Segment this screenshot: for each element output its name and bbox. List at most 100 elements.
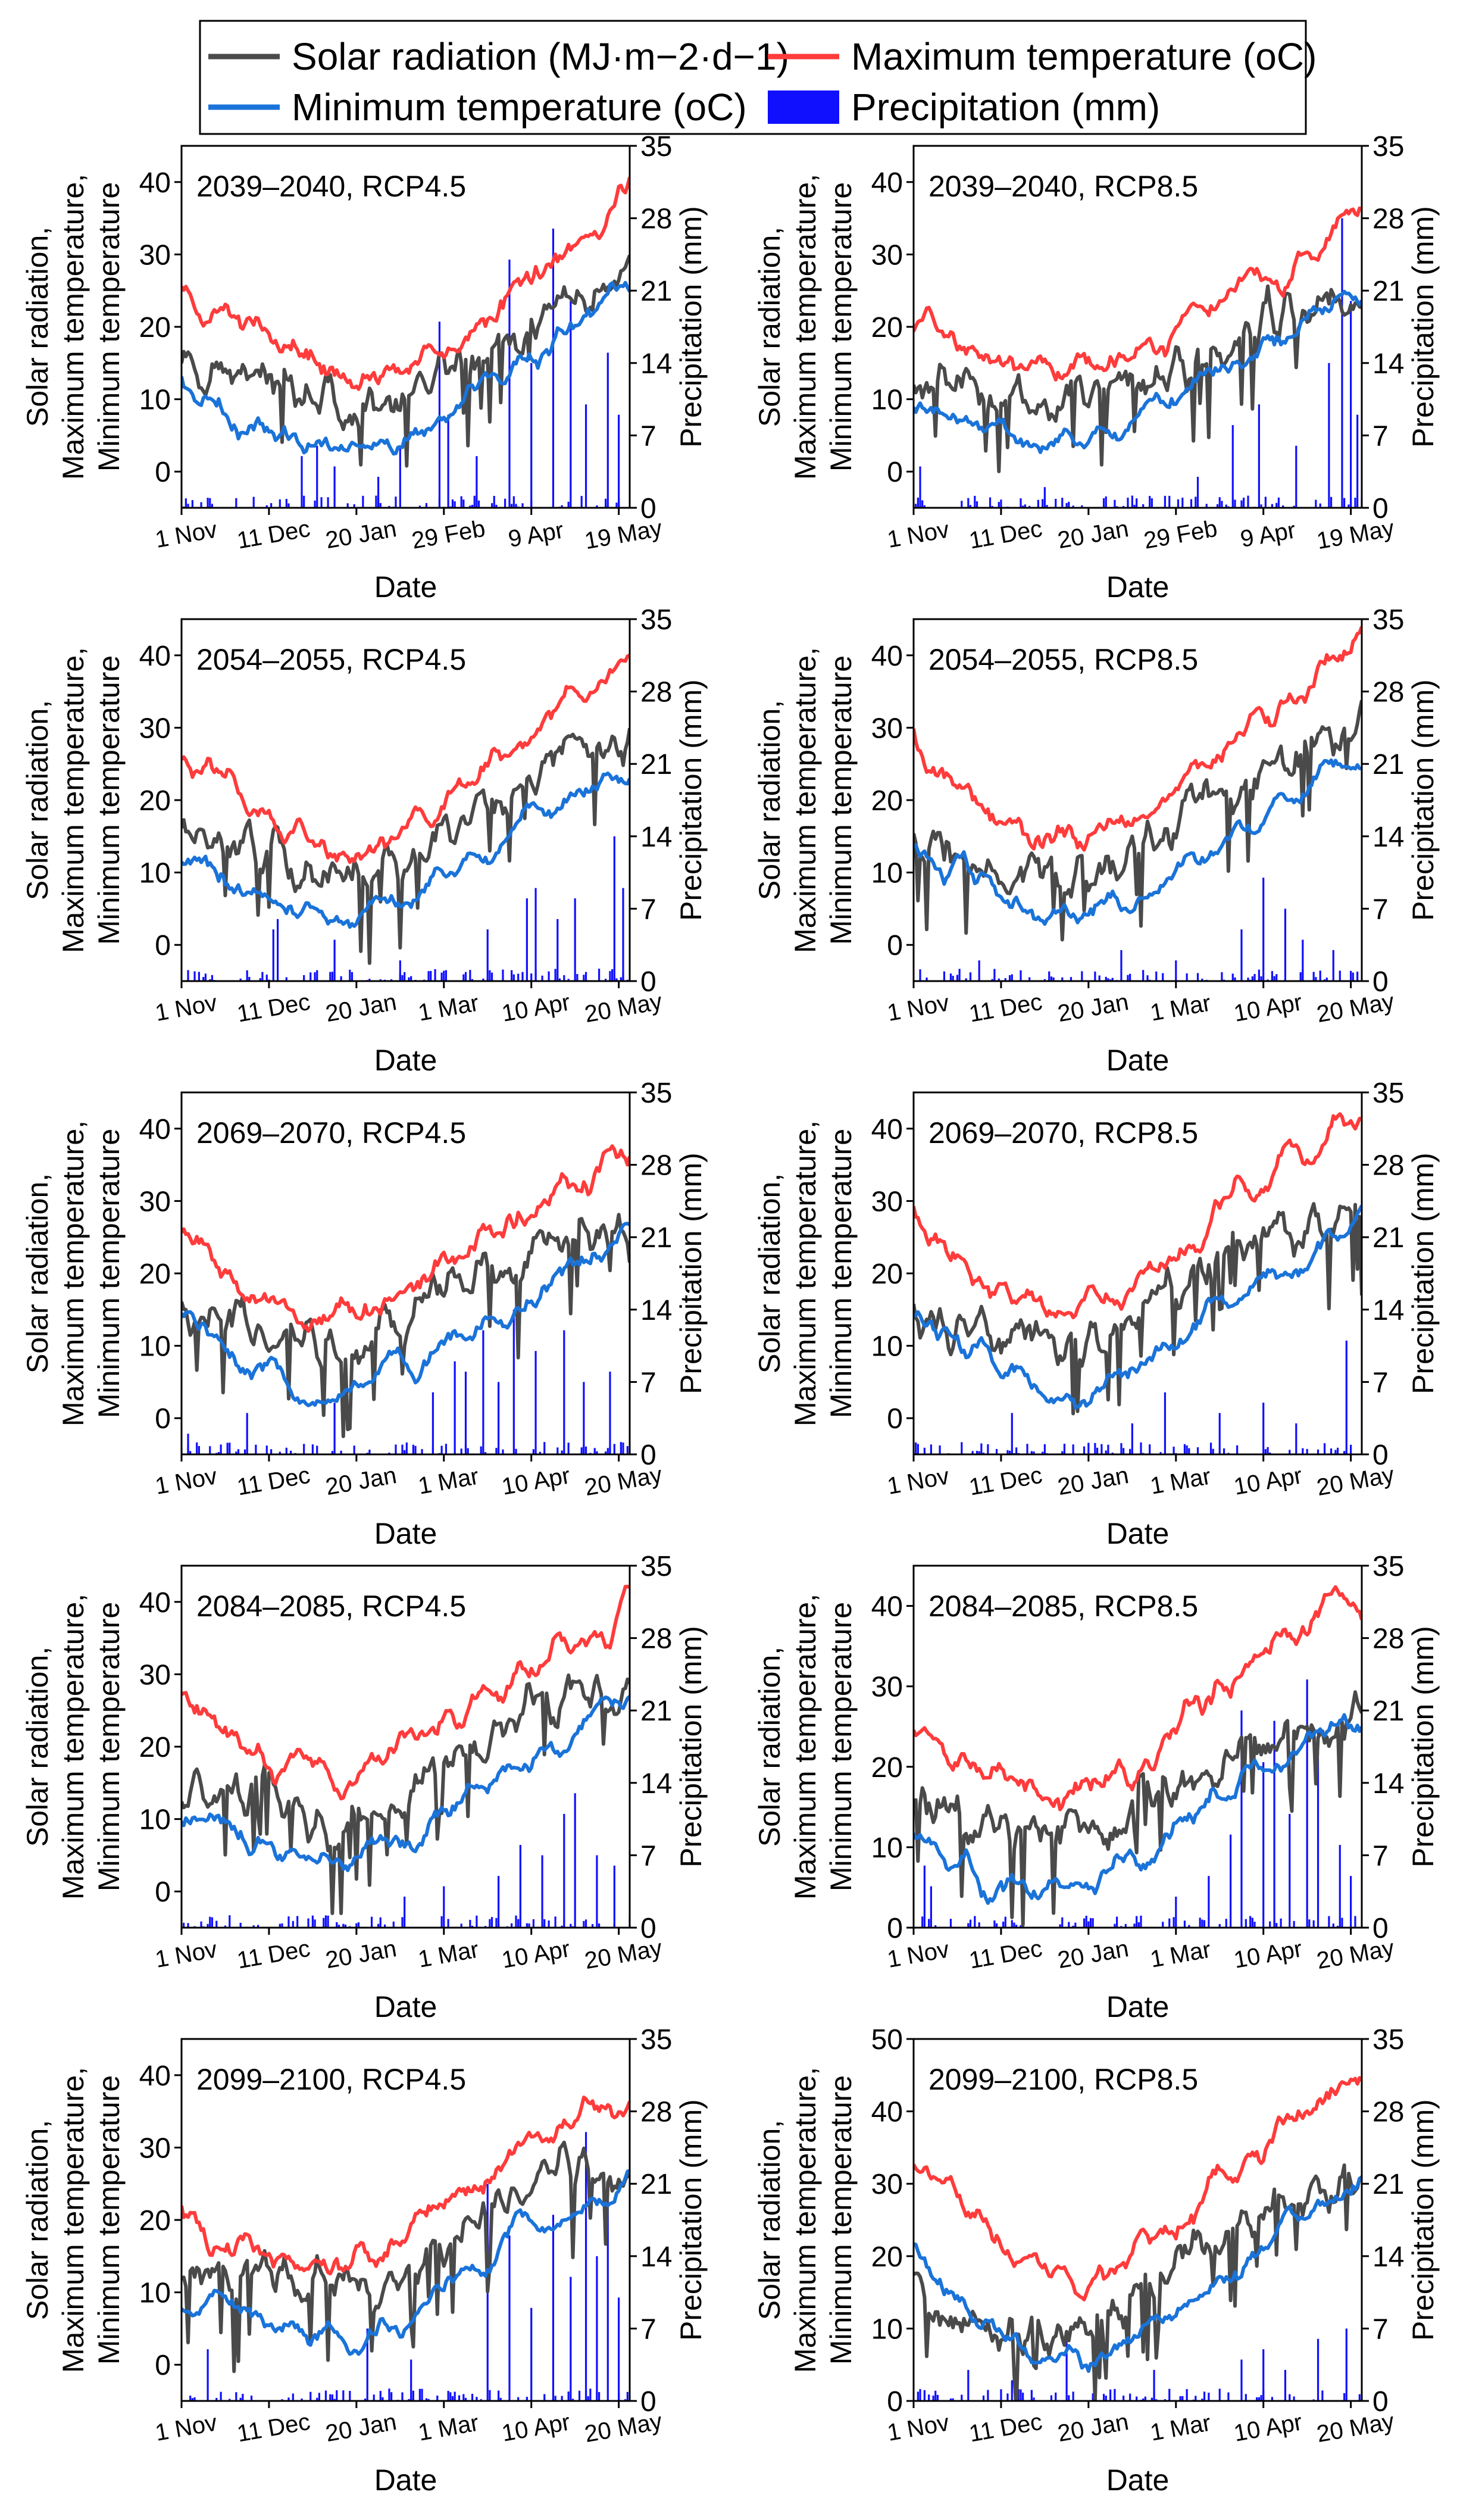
precip-bar xyxy=(995,1448,998,1454)
panel-title: 2069–2070, RCP4.5 xyxy=(196,1116,466,1150)
precip-bar xyxy=(495,1918,498,1928)
ytick-right-label: 28 xyxy=(1372,677,1404,708)
precip-bar xyxy=(1028,505,1031,508)
precip-bar xyxy=(480,1446,482,1454)
precip-bar xyxy=(515,504,517,508)
precip-bar xyxy=(1081,971,1083,981)
precip-bar xyxy=(1299,972,1302,981)
xtick-label: 1 Mar xyxy=(1148,990,1212,1026)
precip-bar xyxy=(1120,1443,1123,1454)
precip-bar xyxy=(1295,445,1297,508)
precip-bar xyxy=(1120,950,1123,981)
precip-bar xyxy=(217,1451,220,1454)
precip-bar xyxy=(578,2390,581,2401)
precip-bar xyxy=(307,1918,309,1928)
precip-bar xyxy=(1315,499,1317,508)
precip-bar xyxy=(187,1923,189,1928)
y-axis-label-line: Minimum temperature xyxy=(824,655,858,945)
precip-bar xyxy=(982,2395,985,2401)
plot-area xyxy=(914,1585,1362,1928)
precip-bar xyxy=(460,1923,462,1928)
precip-bar xyxy=(543,2394,546,2401)
precip-bar xyxy=(961,501,963,508)
precip-bar xyxy=(1020,2389,1022,2401)
precip-bar xyxy=(915,1442,917,1454)
ytick-right-label: 21 xyxy=(640,1222,672,1254)
precip-bar xyxy=(1116,1916,1118,1928)
precip-bar xyxy=(949,1919,952,1928)
xtick-label: 1 Mar xyxy=(1148,2410,1212,2446)
precip-bar xyxy=(440,1445,443,1454)
precip-bar xyxy=(1201,2399,1203,2401)
xtick-label: 1 Nov xyxy=(885,989,951,1026)
precip-bar xyxy=(504,498,506,508)
ytick-label: 0 xyxy=(155,1403,171,1435)
precip-bar xyxy=(584,1919,587,1928)
ytick-right-label: 28 xyxy=(640,1150,672,1182)
precip-bar xyxy=(584,404,587,508)
precip-bar xyxy=(1273,976,1275,981)
precip-bar xyxy=(432,1392,434,1454)
precip-bar xyxy=(1168,1918,1171,1928)
ytick-label: 0 xyxy=(887,1403,903,1435)
precip-bar xyxy=(314,500,316,508)
precip-bar xyxy=(620,1442,622,1454)
y-axis-right-label: Precipitation (mm) xyxy=(674,206,708,448)
precip-bar xyxy=(606,1448,609,1454)
precip-bar xyxy=(989,497,992,508)
precip-bar xyxy=(1332,950,1334,981)
precip-bar xyxy=(563,1330,565,1454)
precip-bar xyxy=(1293,2396,1295,2401)
precip-bar xyxy=(220,1444,222,1454)
xtick-label: 11 Dec xyxy=(967,1935,1045,1974)
panel-title: 2069–2070, RCP8.5 xyxy=(928,1116,1198,1150)
precip-bar xyxy=(460,1448,462,1454)
precip-bar xyxy=(1306,1448,1308,1454)
precip-bar xyxy=(1345,2328,1347,2401)
y-axis-right-label: Precipitation (mm) xyxy=(1406,1153,1440,1394)
precip-bar xyxy=(1129,1448,1131,1454)
precip-bar xyxy=(1114,1923,1116,1928)
precip-bar xyxy=(379,979,382,981)
precip-bar xyxy=(1175,960,1177,981)
precip-bar xyxy=(211,1917,214,1928)
panel-title: 2039–2040, RCP8.5 xyxy=(928,170,1198,203)
precip-bar xyxy=(975,1451,978,1454)
precip-bar xyxy=(1011,974,1013,981)
precip-bar xyxy=(978,1922,980,1928)
precip-bar xyxy=(1136,1916,1138,1928)
precip-bar xyxy=(469,970,471,981)
xtick-label: 19 May xyxy=(1315,515,1396,554)
precip-bar xyxy=(235,2392,237,2401)
precip-bar xyxy=(333,466,336,508)
precip-bar xyxy=(1289,2394,1291,2401)
precip-bar xyxy=(923,1447,926,1454)
precip-bar xyxy=(1065,2338,1068,2401)
precip-bar xyxy=(1275,1923,1278,1928)
precip-bar xyxy=(1061,1917,1064,1928)
precip-bar xyxy=(484,1452,487,1454)
xtick-label: 9 Apr xyxy=(1239,517,1298,552)
precip-bar xyxy=(355,1923,358,1928)
precip-bar xyxy=(252,496,255,508)
precip-bar xyxy=(1015,1447,1018,1454)
precip-bar xyxy=(204,973,207,981)
precip-bar xyxy=(1275,502,1278,508)
precip-bar xyxy=(1260,976,1262,981)
plot-frame xyxy=(912,2038,1363,2402)
legend-solar-label: Solar radiation (MJ·m−2·d−1) xyxy=(292,35,789,78)
precip-bar xyxy=(1168,2388,1171,2401)
xtick-label: 1 Mar xyxy=(1148,1463,1212,1500)
legend: Solar radiation (MJ·m−2·d−1) Maximum temp… xyxy=(199,20,1317,135)
ytick-label: 40 xyxy=(871,2097,903,2128)
precip-bar xyxy=(936,2394,939,2401)
xtick-label: 11 Dec xyxy=(967,1462,1045,1501)
maximum-temperature-line xyxy=(182,1144,630,1333)
ytick-right-label: 35 xyxy=(1372,2024,1404,2056)
precip-bar xyxy=(567,1442,570,1454)
precip-bar xyxy=(285,499,287,508)
precip-bar xyxy=(949,2398,952,2401)
precip-bar xyxy=(1105,1450,1107,1454)
precip-bar xyxy=(401,2392,404,2401)
precip-bar xyxy=(1350,301,1352,508)
